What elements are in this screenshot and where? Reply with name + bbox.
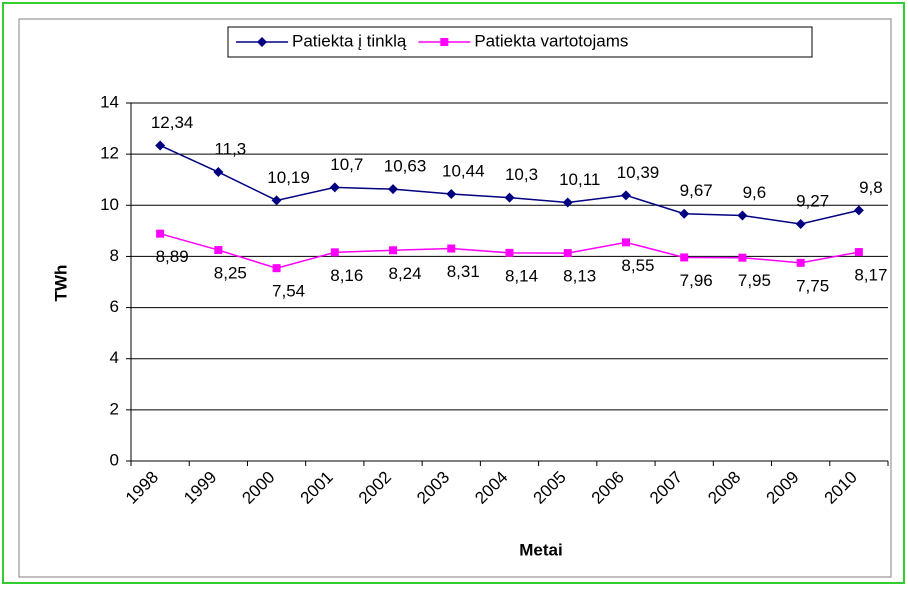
data-label: 8,89 <box>156 247 189 266</box>
marker <box>447 244 456 253</box>
data-label: 8,31 <box>447 262 480 281</box>
data-label: 9,67 <box>680 181 713 200</box>
marker <box>737 210 748 221</box>
data-label: 9,27 <box>796 191 829 210</box>
marker <box>504 192 515 203</box>
data-label: 7,75 <box>796 276 829 295</box>
data-label: 8,13 <box>563 267 596 286</box>
marker <box>446 189 457 200</box>
data-label: 12,34 <box>151 113 194 132</box>
marker <box>563 249 572 258</box>
marker <box>621 238 630 247</box>
y-tick-label: 2 <box>110 399 119 418</box>
data-label: 10,39 <box>617 163 660 182</box>
legend-marker <box>440 38 449 46</box>
marker <box>620 190 631 201</box>
marker <box>562 197 573 208</box>
marker <box>679 208 690 219</box>
y-tick-label: 6 <box>110 297 119 316</box>
marker <box>680 253 689 262</box>
data-label: 10,11 <box>559 170 600 189</box>
data-label: 8,55 <box>621 256 654 275</box>
marker <box>795 218 806 229</box>
marker <box>505 248 514 257</box>
legend-box <box>227 26 813 58</box>
chart-frame <box>18 18 892 578</box>
data-label: 7,96 <box>680 271 713 290</box>
marker <box>738 253 747 262</box>
data-label: 10,63 <box>384 157 427 176</box>
data-label: 9,6 <box>743 183 767 202</box>
marker <box>796 258 805 267</box>
data-label: 7,95 <box>738 271 771 290</box>
data-label: 8,17 <box>854 266 887 285</box>
marker <box>272 264 281 273</box>
y-tick-label: 0 <box>110 450 119 469</box>
data-label: 8,14 <box>505 266 538 285</box>
marker <box>389 246 398 255</box>
legend-label: Patiekta vartotojams <box>474 31 628 50</box>
legend-label: Patiekta į tinklą <box>292 31 407 50</box>
y-tick-label: 8 <box>110 246 119 265</box>
x-axis-label: Metai <box>519 540 562 559</box>
data-label: 8,24 <box>388 264 421 283</box>
data-label: 9,8 <box>859 178 883 197</box>
data-label: 10,3 <box>505 165 538 184</box>
marker <box>853 205 864 216</box>
data-label: 8,25 <box>214 264 247 283</box>
marker <box>329 182 340 193</box>
data-label: 10,44 <box>442 162 485 181</box>
marker <box>388 184 399 195</box>
marker <box>330 248 339 257</box>
data-label: 10,7 <box>330 155 363 174</box>
data-label: 7,54 <box>272 282 305 301</box>
y-tick-label: 10 <box>100 195 119 214</box>
outer-frame <box>2 2 905 584</box>
y-tick-label: 4 <box>110 348 119 367</box>
data-label: 10,19 <box>267 168 310 187</box>
y-axis-label: TWh <box>51 265 70 302</box>
data-label: 11,3 <box>214 140 246 159</box>
marker <box>854 248 863 257</box>
y-tick-label: 14 <box>100 92 119 111</box>
data-label: 8,16 <box>330 266 363 285</box>
marker <box>156 229 165 238</box>
y-tick-label: 12 <box>100 144 119 163</box>
marker <box>155 140 166 151</box>
marker <box>271 195 282 206</box>
marker <box>213 167 224 178</box>
marker <box>214 246 223 255</box>
legend-marker <box>257 37 267 47</box>
